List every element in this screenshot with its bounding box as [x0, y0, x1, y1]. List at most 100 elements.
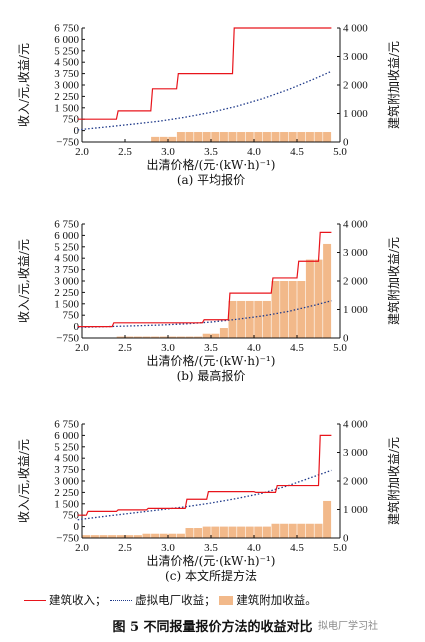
y-tick-label-left: 5 250 — [54, 441, 79, 453]
panel-caption: (c) 本文所提方法 — [165, 568, 257, 583]
bar-extra-income — [159, 336, 168, 338]
y-tick-label-right: 3 000 — [343, 51, 368, 63]
bar-extra-income — [116, 535, 125, 538]
y-tick-label-left: 3 750 — [54, 68, 79, 80]
y-axis-label-left: 收入/元,收益/元 — [17, 239, 31, 323]
bar-extra-income — [323, 243, 332, 338]
bar-extra-income — [202, 526, 211, 538]
bar-extra-income — [245, 300, 254, 338]
y-tick-label-left: 4 500 — [54, 57, 79, 69]
bar-extra-income — [288, 281, 297, 338]
x-tick-label: 5.0 — [333, 146, 347, 158]
bar-extra-income — [254, 132, 263, 142]
x-tick-label: 4.0 — [247, 342, 261, 354]
x-tick-label: 3.0 — [161, 342, 175, 354]
y-tick-label-left: 6 000 — [54, 230, 79, 242]
bar-extra-income — [262, 132, 271, 142]
bar-extra-income — [280, 523, 289, 538]
bar-extra-income — [176, 132, 185, 142]
figure-title: 图 5 不同报量报价方法的收益对比 — [112, 620, 313, 635]
bar-extra-income — [245, 526, 254, 538]
x-tick-label: 5.0 — [333, 542, 347, 554]
x-tick-label: 3.0 — [161, 542, 175, 554]
y-tick-label-right: 0 — [343, 533, 349, 545]
line-building-revenue — [77, 27, 332, 120]
bar-extra-income — [194, 528, 203, 538]
bar-extra-income — [237, 526, 246, 538]
y-axis-label-right: 建筑附加收益/元 — [386, 437, 401, 525]
x-tick-label: 3.5 — [204, 342, 218, 354]
bar-extra-income — [202, 333, 211, 338]
bar-extra-income — [125, 535, 134, 538]
legend-label-revenue: 建筑收入； — [49, 593, 107, 607]
bar-extra-income — [288, 523, 297, 538]
bar-extra-income — [99, 535, 108, 538]
bar-extra-income — [280, 281, 289, 338]
y-tick-label-right: 4 000 — [343, 23, 368, 35]
bar-extra-income — [116, 336, 125, 338]
y-tick-label-left: 1 500 — [54, 298, 79, 310]
y-tick-label-right: 0 — [343, 333, 349, 345]
bar-extra-income — [271, 523, 280, 538]
y-tick-label-left: 2 250 — [54, 287, 79, 299]
y-tick-label-left: 6 750 — [54, 23, 79, 35]
y-tick-label-left: 1 500 — [54, 498, 79, 510]
bar-extra-income — [159, 136, 168, 142]
x-tick-label: 2.0 — [75, 146, 89, 158]
y-tick-label-left: −750 — [56, 333, 79, 345]
bar-extra-income — [254, 300, 263, 338]
bar-extra-income — [151, 533, 160, 538]
bar-extra-income — [305, 523, 314, 538]
bar-extra-income — [176, 336, 185, 338]
bar-extra-income — [288, 132, 297, 142]
bar-extra-income — [202, 132, 211, 142]
legend-label-extra: 建筑附加收益。 — [236, 593, 317, 607]
y-tick-label-left: 0 — [74, 321, 80, 333]
bar-extra-income — [254, 526, 263, 538]
bar-extra-income — [219, 328, 228, 338]
bar-extra-income — [185, 132, 194, 142]
bar-extra-income — [142, 336, 151, 338]
y-tick-label-right: 2 000 — [343, 80, 368, 92]
bar-extra-income — [133, 535, 142, 538]
x-tick-label: 2.0 — [75, 342, 89, 354]
line-building-revenue — [77, 231, 332, 328]
bar-extra-income — [168, 336, 177, 338]
watermark-text: 拟电厂学习社 — [318, 621, 378, 632]
bar-extra-income — [176, 533, 185, 538]
x-tick-label: 4.0 — [247, 542, 261, 554]
bar-extra-income — [228, 526, 237, 538]
bar-extra-income — [314, 132, 323, 142]
bar-extra-income — [142, 533, 151, 538]
bar-extra-income — [314, 259, 323, 338]
legend-label-vpp: 虚拟电厂收益； — [135, 593, 216, 607]
x-axis-label: 出清价格/(元·(kW·h)⁻¹) — [147, 353, 276, 368]
bar-extra-income — [168, 533, 177, 538]
legend-swatch-vpp — [110, 599, 133, 601]
line-vpp-income — [77, 70, 332, 131]
y-tick-label-left: 1 500 — [54, 102, 79, 114]
bar-extra-income — [82, 535, 91, 538]
y-tick-label-left: 3 750 — [54, 264, 79, 276]
bar-extra-income — [90, 535, 99, 538]
bar-extra-income — [271, 132, 280, 142]
y-tick-label-right: 1 000 — [343, 108, 368, 120]
y-tick-label-left: 3 750 — [54, 464, 79, 476]
y-tick-label-right: 1 000 — [343, 304, 368, 316]
x-tick-label: 3.0 — [161, 146, 175, 158]
y-tick-label-right: 4 000 — [343, 419, 368, 431]
bar-extra-income — [228, 132, 237, 142]
y-tick-label-left: −750 — [56, 137, 79, 149]
x-tick-label: 4.5 — [290, 146, 304, 158]
bar-extra-income — [314, 523, 323, 538]
bar-extra-income — [125, 336, 134, 338]
bar-extra-income — [271, 281, 280, 338]
x-axis-label: 出清价格/(元·(kW·h)⁻¹) — [147, 157, 276, 172]
bar-extra-income — [297, 132, 306, 142]
bar-extra-income — [194, 132, 203, 142]
x-axis-label: 出清价格/(元·(kW·h)⁻¹) — [147, 553, 276, 568]
bar-extra-income — [305, 132, 314, 142]
bar-extra-income — [185, 336, 194, 338]
x-tick-label: 2.0 — [75, 542, 89, 554]
